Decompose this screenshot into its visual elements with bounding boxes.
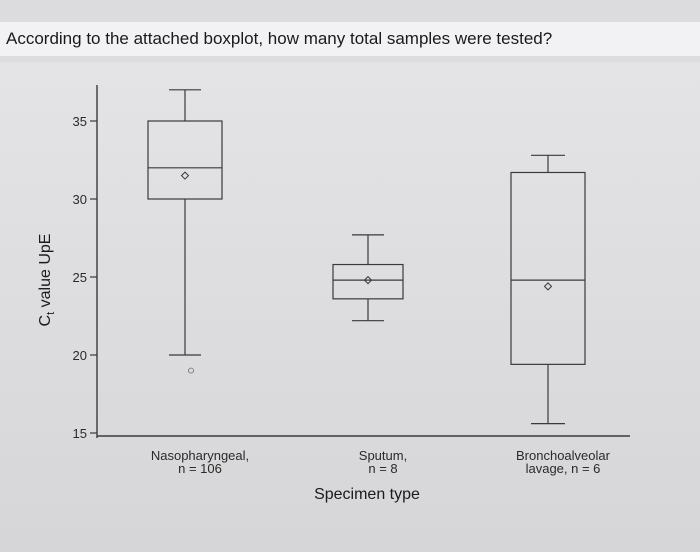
box-group: Sputum,n = 8: [332, 234, 407, 476]
x-axis-title: Specimen type: [314, 486, 420, 503]
iqr-box: [510, 171, 586, 365]
iqr-box: [147, 120, 223, 200]
category-label-line1: Nasopharyngeal,: [151, 448, 249, 463]
y-axis-title: Ct value UpE: [37, 234, 57, 327]
mean-marker: [543, 282, 553, 291]
y-tick-label: 35: [73, 114, 87, 129]
category-label-line2: lavage, n = 6: [526, 461, 601, 476]
y-tick-label: 20: [73, 348, 87, 363]
mean-marker: [180, 171, 190, 180]
outlier-point: [188, 367, 194, 374]
category-label-line2: n = 8: [368, 461, 397, 476]
box-group: Nasopharyngeal,n = 106: [147, 89, 249, 476]
y-tick-label: 30: [73, 192, 87, 207]
mean-marker: [363, 275, 373, 285]
category-label-line1: Sputum,: [359, 448, 407, 463]
question-text: According to the attached boxplot, how m…: [0, 22, 700, 56]
iqr-box: [332, 263, 404, 300]
y-tick-label: 25: [73, 270, 87, 285]
y-tick-label: 15: [73, 426, 87, 441]
chart-paper: [0, 62, 700, 552]
category-label-line1: Bronchoalveolar: [516, 448, 611, 463]
category-label-line2: n = 106: [178, 461, 222, 476]
